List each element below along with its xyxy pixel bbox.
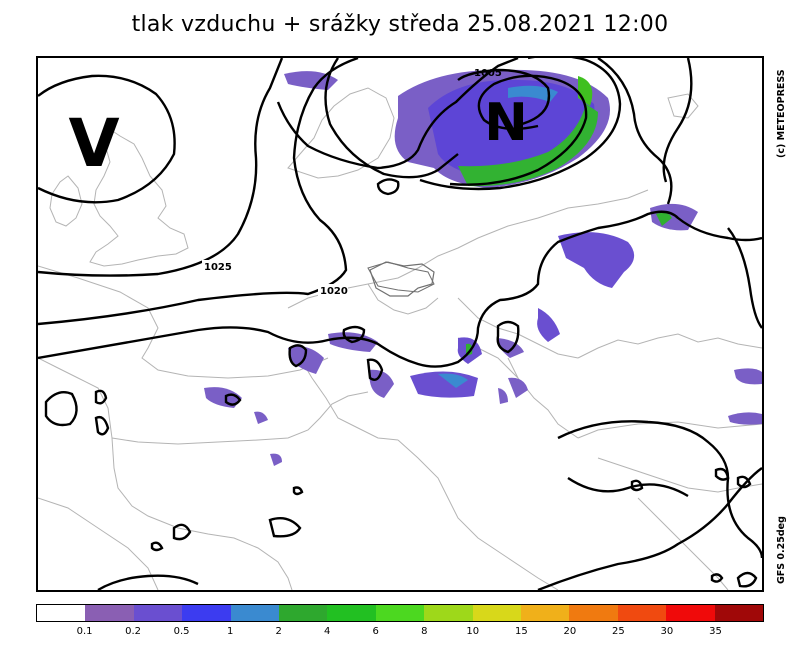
legend-swatch	[472, 605, 522, 621]
model-credit: GFS 0.25deg	[776, 516, 787, 584]
legend-tick-label: 30	[660, 626, 674, 637]
isobars	[38, 58, 762, 590]
high-pressure-label: V	[68, 105, 119, 182]
legend-tick-label: 0.1	[76, 626, 93, 637]
legend-swatch	[666, 605, 715, 621]
copyright-credit: (c) METEOPRESS	[776, 69, 787, 158]
legend-tick-label: 8	[421, 626, 428, 637]
legend-ticks: 0.1 0.2 0.5 1 2 4 6 8 10 15 20 25 30 35	[36, 626, 764, 640]
isobar-label-1025: 1025	[204, 262, 232, 273]
legend-swatch	[182, 605, 231, 621]
legend-swatch	[327, 605, 376, 621]
legend-swatch	[617, 605, 667, 621]
legend-tick-label: 20	[563, 626, 577, 637]
legend-swatch	[714, 605, 764, 621]
legend-swatch	[424, 605, 473, 621]
legend-tick-label: 0.5	[173, 626, 190, 637]
precipitation-legend	[36, 604, 764, 622]
legend-tick-label: 0.2	[125, 626, 142, 637]
country-outline	[369, 261, 435, 297]
legend-tick-label: 10	[466, 626, 480, 637]
legend-swatch	[133, 605, 183, 621]
legend-swatch	[375, 605, 425, 621]
weather-map: 1005 1025 1020 V N	[36, 56, 764, 592]
legend-tick-label: 15	[514, 626, 528, 637]
legend-tick-label: 1	[226, 626, 234, 637]
isobar-label-group: 1005 1025 1020	[202, 68, 502, 297]
legend-swatch	[279, 605, 328, 621]
legend-swatch	[230, 605, 280, 621]
isobar-label-1020: 1020	[320, 286, 348, 297]
low-pressure-label: N	[484, 93, 528, 153]
legend-tick-label: 2	[275, 626, 282, 637]
map-title: tlak vzduchu + srážky středa 25.08.2021 …	[131, 12, 669, 37]
legend-tick-label: 6	[372, 626, 379, 637]
legend-tick-label: 4	[324, 626, 331, 637]
isobar-label-1005: 1005	[474, 68, 502, 79]
legend-tick-label: 35	[709, 626, 722, 637]
map-canvas: 1005 1025 1020 V N	[38, 58, 762, 590]
legend-tick-label: 25	[612, 626, 625, 637]
legend-swatch	[569, 605, 618, 621]
legend-swatch	[85, 605, 134, 621]
legend-swatch	[37, 605, 86, 621]
legend-swatch	[521, 605, 570, 621]
